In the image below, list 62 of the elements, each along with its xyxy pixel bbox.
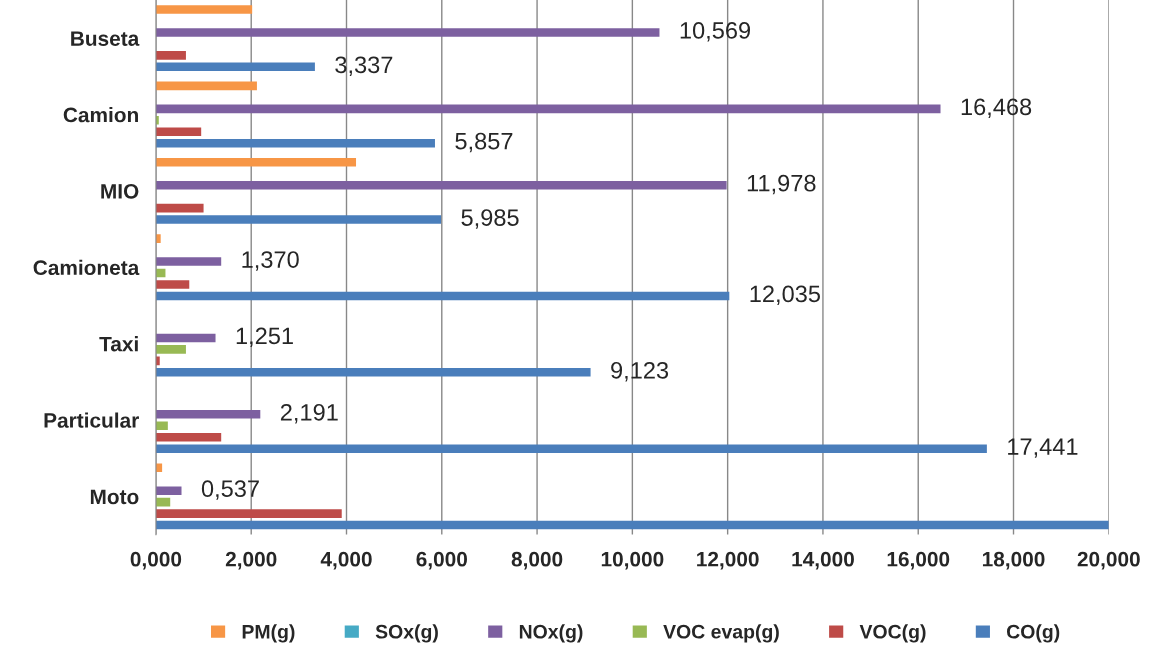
- bar: [155, 215, 442, 224]
- data-label: 16,468: [961, 98, 1032, 118]
- x-tick-label: 8,000: [511, 551, 563, 570]
- x-tick-label: 6,000: [416, 551, 467, 570]
- data-label: 12,035: [750, 285, 820, 306]
- data-label: 17,441: [1008, 438, 1078, 458]
- bar: [155, 138, 435, 148]
- data-label: 1,370: [242, 251, 299, 271]
- bar: [155, 5, 253, 14]
- bar: [155, 291, 730, 301]
- bar: [155, 62, 315, 72]
- data-label: 1,251: [236, 327, 293, 348]
- bar: [155, 333, 216, 343]
- bar: [155, 509, 342, 518]
- bar: [155, 51, 186, 60]
- bar: [155, 180, 727, 190]
- legend-label: PM(g): [242, 624, 295, 643]
- bar: [155, 104, 941, 114]
- bar: [155, 28, 660, 37]
- y-tick-label: Camion: [63, 107, 138, 123]
- x-tick-label: 4,000: [320, 551, 372, 570]
- bar: [155, 127, 202, 137]
- x-tick-label: 20,000: [1077, 551, 1140, 570]
- y-tick-label: Taxi: [99, 336, 138, 352]
- x-tick-label: 12,000: [697, 551, 759, 570]
- data-label: 0,537: [201, 480, 259, 500]
- data-label: 5,857: [455, 132, 513, 153]
- y-tick-label: Buseta: [71, 31, 140, 46]
- legend-label: NOx(g): [519, 624, 583, 643]
- x-tick-label: 2,000: [225, 551, 277, 570]
- bar: [155, 345, 186, 354]
- data-label: 2,191: [280, 403, 338, 424]
- x-tick-label: 14,000: [792, 551, 854, 570]
- y-tick-label: Moto: [90, 489, 139, 505]
- legend-label: CO(g): [1007, 624, 1060, 643]
- legend-label: VOC evap(g): [663, 624, 779, 643]
- bar: [155, 486, 182, 495]
- bar: [155, 81, 257, 91]
- y-tick-label: Camioneta: [33, 259, 140, 276]
- legend-label: VOC(g): [859, 624, 926, 643]
- bar: [155, 368, 591, 377]
- y-tick-label: Particular: [44, 412, 139, 428]
- data-label: 11,978: [747, 174, 816, 195]
- y-tick-label: MIO: [101, 183, 139, 199]
- data-label: 9,123: [611, 361, 669, 382]
- x-tick-label: 10,000: [601, 551, 664, 570]
- data-label: 3,337: [335, 56, 393, 76]
- bar: [155, 432, 222, 442]
- bar: [155, 444, 987, 453]
- bar: [155, 203, 204, 213]
- bar: [155, 280, 190, 289]
- bar: [155, 157, 357, 167]
- x-tick-label: 18,000: [982, 551, 1045, 570]
- data-label: 5,985: [461, 209, 519, 229]
- x-tick-label: 0,000: [130, 551, 182, 570]
- bar: [155, 257, 222, 266]
- x-tick-label: 16,000: [887, 551, 950, 570]
- legend-label: SOx(g): [375, 624, 438, 643]
- bar: [155, 410, 261, 419]
- data-label: 10,569: [680, 22, 751, 42]
- bar: [155, 421, 168, 431]
- bar: [155, 520, 1109, 530]
